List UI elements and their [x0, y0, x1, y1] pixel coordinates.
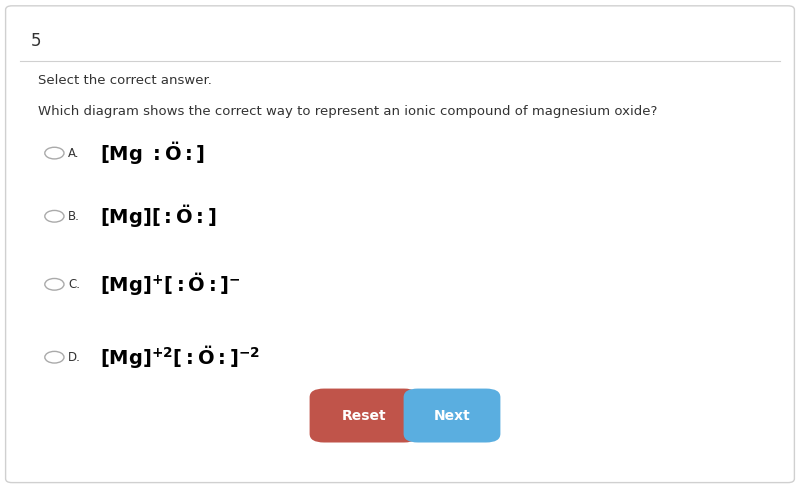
Text: Next: Next: [434, 409, 470, 422]
Text: 5: 5: [30, 32, 41, 51]
FancyBboxPatch shape: [403, 389, 501, 442]
Text: C.: C.: [68, 278, 80, 291]
FancyBboxPatch shape: [310, 389, 418, 442]
Text: Which diagram shows the correct way to represent an ionic compound of magnesium : Which diagram shows the correct way to r…: [38, 105, 658, 118]
FancyBboxPatch shape: [6, 6, 794, 483]
Text: Reset: Reset: [342, 409, 386, 422]
Text: Select the correct answer.: Select the correct answer.: [38, 74, 212, 87]
Text: $\mathbf{[Mg]^{+2}[:\ddot{O}:]^{-2}}$: $\mathbf{[Mg]^{+2}[:\ddot{O}:]^{-2}}$: [100, 344, 260, 371]
Text: $\mathbf{[Mg\ :\ddot{O}:]}$: $\mathbf{[Mg\ :\ddot{O}:]}$: [100, 139, 206, 167]
Text: D.: D.: [68, 351, 81, 364]
Text: $\mathbf{[Mg][:\ddot{O}:]}$: $\mathbf{[Mg][:\ddot{O}:]}$: [100, 203, 217, 230]
Text: $\mathbf{[Mg]^{+}[:\ddot{O}:]^{-}}$: $\mathbf{[Mg]^{+}[:\ddot{O}:]^{-}}$: [100, 271, 241, 298]
Text: B.: B.: [68, 210, 80, 223]
Text: A.: A.: [68, 147, 79, 159]
